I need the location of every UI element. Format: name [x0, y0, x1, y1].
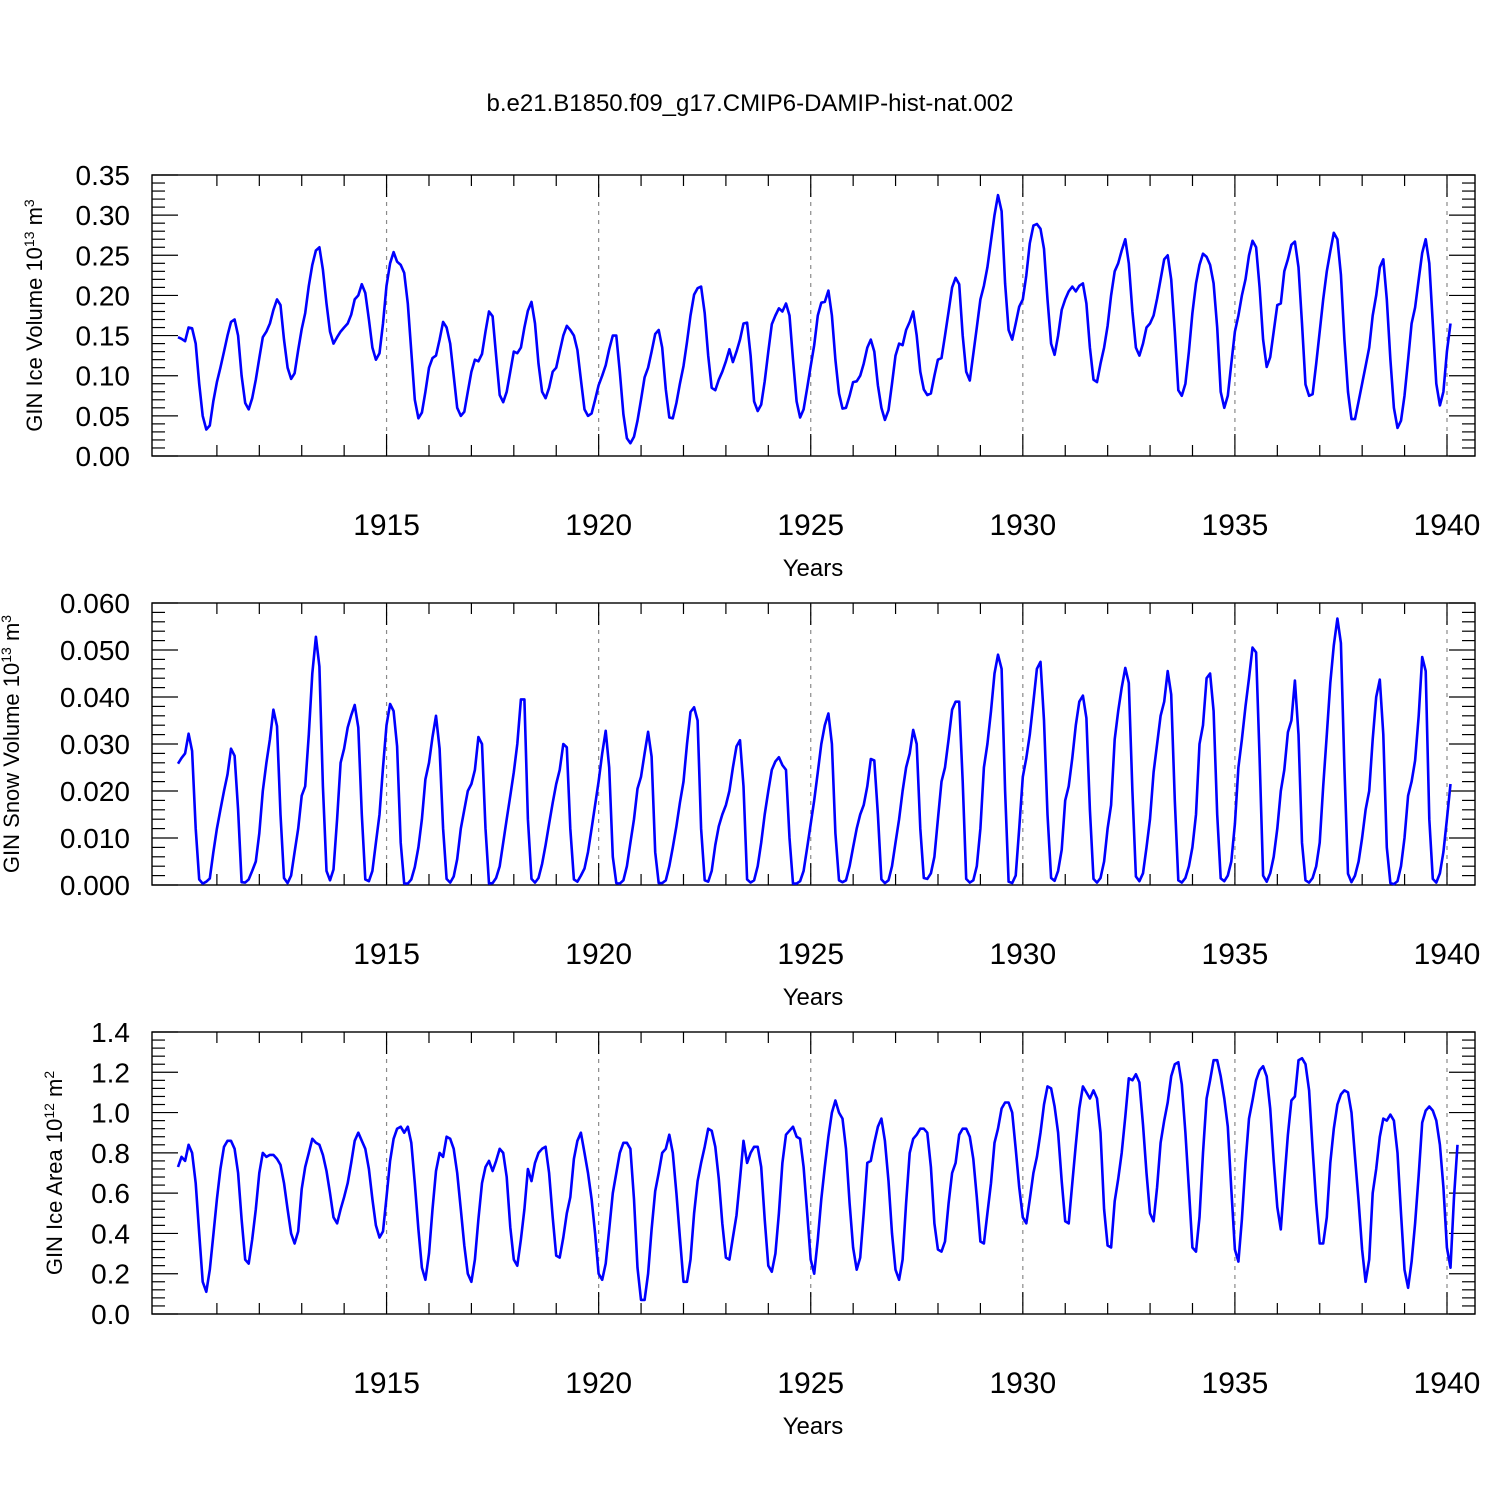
snow-volume-ytick-label: 0.040	[60, 682, 130, 713]
ice-area-ytick-label: 0.8	[91, 1138, 130, 1169]
ice-volume-ylabel-ylabel-unit-main: m	[22, 207, 47, 231]
snow-volume-ylabel-ylabel-exp: 13	[0, 647, 14, 663]
panels-group: 1915 1920 1925 1930 1935 1940 Years 0.00 0.05 0.1…	[0, 160, 1480, 1440]
ice-area-ylabel: GIN Ice Area 1012 m2	[41, 1071, 67, 1276]
snow-volume-ylabel-ylabel-unit-exp: 3	[0, 615, 14, 623]
ice-area-xtick-label: 1940	[1414, 1367, 1481, 1400]
ice-area-ytick-label: 0.6	[91, 1178, 130, 1209]
chart-title: b.e21.B1850.f09_g17.CMIP6-DAMIP-hist-nat…	[487, 90, 1014, 117]
snow-volume-panel: 1915 1920 1925 1930 1935 1940 Years 0.000 0.010 0…	[0, 588, 1480, 1011]
ice-area-ylabel-ylabel-exp: 12	[41, 1103, 57, 1119]
ice-area-ytick-label: 1.0	[91, 1098, 130, 1129]
ice-volume-frame	[151, 174, 1476, 457]
ice-area-series-line	[176, 1056, 1459, 1302]
ice-volume-xtick-label: 1935	[1202, 509, 1269, 542]
snow-volume-ylabel: GIN Snow Volume 1013 m3	[0, 615, 24, 873]
ice-volume-ylabel: GIN Ice Volume 1013 m3	[21, 199, 47, 432]
ice-volume-ytick-label: 0.25	[76, 240, 131, 271]
ice-area-xtick-label: 1920	[565, 1367, 632, 1400]
ice-volume-ytick-label: 0.35	[76, 160, 131, 191]
snow-volume-xtick-label: 1940	[1414, 938, 1481, 971]
ice-area-ytick-label: 0.2	[91, 1259, 130, 1290]
snow-volume-xlabel: Years	[783, 984, 844, 1011]
ice-area-xtick-label: 1915	[353, 1367, 420, 1400]
ice-volume-ytick-label: 0.10	[76, 361, 131, 392]
snow-volume-xtick-label: 1935	[1202, 938, 1269, 971]
ice-volume-ylabel-ylabel-unit-exp: 3	[21, 199, 37, 207]
snow-volume-ytick-label: 0.010	[60, 823, 130, 854]
ice-area-xtick-label: 1925	[777, 1367, 844, 1400]
snow-volume-ylabel-ylabel-main: GIN Snow Volume 10	[0, 663, 24, 873]
snow-volume-xtick-label: 1930	[989, 938, 1056, 971]
snow-volume-ytick-label: 0.000	[60, 870, 130, 901]
ice-volume-panel: 1915 1920 1925 1930 1935 1940 Years 0.00 0.05 0.1…	[21, 160, 1480, 582]
ice-area-panel: 1915 1920 1925 1930 1935 1940 Years 0.0 0.2 0.4 0.…	[41, 1017, 1480, 1440]
ice-area-ylabel-ylabel-main: GIN Ice Area 10	[42, 1119, 67, 1276]
ice-volume-ytick-label: 0.05	[76, 401, 131, 432]
snow-volume-ytick-label: 0.060	[60, 588, 130, 619]
snow-volume-ytick-label: 0.020	[60, 776, 130, 807]
snow-volume-xtick-label: 1915	[353, 938, 420, 971]
ice-volume-ytick-label: 0.00	[76, 441, 131, 472]
snow-volume-series-line	[176, 617, 1452, 886]
snow-volume-ylabel-ylabel-unit-main: m	[0, 623, 24, 647]
ice-volume-xtick-label: 1915	[353, 509, 420, 542]
ice-area-ylabel-ylabel-unit-exp: 2	[41, 1071, 57, 1079]
ice-area-ytick-label: 1.2	[91, 1057, 130, 1088]
ice-area-ytick-label: 0.0	[91, 1299, 130, 1330]
ice-area-xlabel: Years	[783, 1413, 844, 1440]
ice-volume-ytick-label: 0.30	[76, 200, 131, 231]
snow-volume-ytick-label: 0.050	[60, 635, 130, 666]
ice-area-frame	[151, 1031, 1476, 1315]
ice-volume-ylabel-ylabel-main: GIN Ice Volume 10	[22, 247, 47, 432]
ice-volume-ytick-label: 0.15	[76, 321, 131, 352]
ice-volume-xtick-label: 1920	[565, 509, 632, 542]
snow-volume-xtick-label: 1925	[777, 938, 844, 971]
snow-volume-ytick-label: 0.030	[60, 729, 130, 760]
ice-area-xtick-label: 1930	[989, 1367, 1056, 1400]
ice-volume-ylabel-ylabel-exp: 13	[21, 231, 37, 247]
ice-volume-xtick-label: 1930	[989, 509, 1056, 542]
ice-area-ytick-label: 0.4	[91, 1218, 130, 1249]
ice-volume-series-line	[177, 193, 1452, 445]
ice-area-xtick-label: 1935	[1202, 1367, 1269, 1400]
snow-volume-xtick-label: 1920	[565, 938, 632, 971]
ice-area-ytick-label: 1.4	[91, 1017, 130, 1048]
ice-volume-xlabel: Years	[783, 555, 844, 582]
ice-area-ylabel-ylabel-unit-main: m	[42, 1079, 67, 1103]
ice-volume-xtick-label: 1925	[777, 509, 844, 542]
ice-volume-ytick-label: 0.20	[76, 280, 131, 311]
ice-volume-xtick-label: 1940	[1414, 509, 1481, 542]
